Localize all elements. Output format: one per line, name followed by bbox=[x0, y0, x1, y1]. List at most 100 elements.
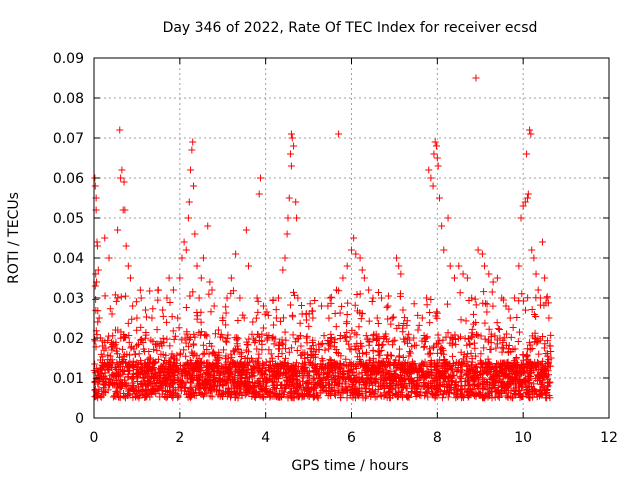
data-point bbox=[163, 335, 171, 343]
data-point bbox=[245, 262, 252, 270]
data-point bbox=[376, 382, 384, 390]
data-point bbox=[493, 319, 501, 327]
data-point bbox=[315, 371, 323, 379]
data-point bbox=[372, 366, 380, 374]
data-point bbox=[401, 376, 409, 384]
data-point bbox=[407, 388, 415, 396]
data-point bbox=[402, 367, 410, 375]
data-point bbox=[509, 323, 517, 331]
data-point bbox=[150, 345, 158, 353]
data-point bbox=[189, 374, 197, 382]
data-point bbox=[506, 314, 514, 322]
data-point bbox=[429, 344, 437, 352]
data-point bbox=[304, 371, 312, 379]
data-point bbox=[258, 346, 266, 354]
data-point bbox=[191, 350, 199, 358]
data-point bbox=[289, 313, 297, 321]
data-point bbox=[357, 315, 365, 323]
data-point bbox=[326, 342, 334, 350]
data-point bbox=[134, 340, 142, 348]
data-point bbox=[284, 214, 292, 222]
data-point bbox=[281, 328, 289, 336]
data-point bbox=[259, 380, 267, 388]
data-point bbox=[221, 363, 229, 371]
data-point bbox=[452, 340, 460, 348]
data-point bbox=[299, 365, 307, 373]
data-point bbox=[117, 334, 125, 342]
data-point bbox=[524, 190, 532, 198]
data-point bbox=[515, 387, 523, 395]
data-point bbox=[530, 367, 538, 375]
data-point bbox=[351, 301, 359, 309]
data-point bbox=[136, 286, 144, 294]
x-axis-title: GPS time / hours bbox=[291, 458, 408, 474]
data-point bbox=[91, 393, 99, 401]
data-point bbox=[415, 321, 423, 329]
data-point bbox=[110, 372, 118, 380]
data-point bbox=[293, 347, 301, 355]
data-point bbox=[369, 294, 377, 302]
data-point bbox=[180, 346, 188, 354]
data-point bbox=[446, 262, 454, 270]
data-point bbox=[396, 359, 404, 367]
data-point bbox=[305, 372, 313, 380]
data-point bbox=[533, 358, 541, 366]
data-point bbox=[211, 352, 219, 360]
data-point bbox=[265, 363, 273, 371]
data-point bbox=[246, 373, 254, 381]
data-point bbox=[108, 346, 116, 354]
data-point bbox=[245, 358, 253, 366]
data-point bbox=[405, 352, 413, 360]
data-point bbox=[478, 250, 486, 258]
data-point bbox=[157, 338, 165, 346]
data-point bbox=[395, 262, 403, 270]
data-point bbox=[471, 344, 479, 352]
data-point bbox=[532, 270, 540, 278]
data-point bbox=[434, 361, 442, 369]
data-point bbox=[244, 361, 252, 369]
data-point bbox=[287, 162, 295, 170]
data-point bbox=[256, 365, 264, 373]
data-point bbox=[342, 355, 350, 363]
data-point bbox=[153, 347, 161, 355]
data-point bbox=[275, 341, 283, 349]
data-point bbox=[149, 358, 157, 366]
data-point bbox=[109, 359, 117, 367]
data-point bbox=[295, 382, 303, 390]
data-point bbox=[327, 293, 335, 301]
data-point bbox=[503, 330, 511, 338]
data-point bbox=[159, 351, 167, 358]
data-point bbox=[332, 286, 340, 294]
data-point bbox=[94, 318, 102, 326]
data-point bbox=[493, 274, 501, 282]
data-point bbox=[343, 328, 351, 336]
data-point bbox=[354, 360, 362, 368]
data-point bbox=[541, 274, 549, 282]
data-point bbox=[436, 380, 444, 388]
data-point bbox=[532, 335, 540, 343]
data-point bbox=[168, 313, 176, 321]
data-point bbox=[462, 371, 470, 379]
data-point bbox=[227, 274, 235, 282]
data-point bbox=[207, 308, 215, 316]
data-point bbox=[439, 336, 447, 344]
data-point bbox=[336, 334, 344, 342]
data-point bbox=[129, 394, 137, 402]
data-point bbox=[251, 337, 259, 345]
data-point bbox=[399, 306, 407, 314]
data-point bbox=[465, 335, 473, 343]
data-point bbox=[203, 332, 211, 340]
data-point bbox=[233, 333, 241, 341]
data-point bbox=[488, 288, 496, 296]
data-point bbox=[220, 370, 228, 378]
data-point bbox=[384, 338, 392, 346]
data-point bbox=[498, 366, 506, 374]
data-point bbox=[417, 388, 425, 396]
data-point bbox=[528, 386, 536, 394]
data-point bbox=[513, 370, 521, 378]
data-point bbox=[149, 338, 157, 346]
data-point bbox=[295, 390, 303, 398]
data-point bbox=[365, 337, 373, 345]
data-point bbox=[498, 294, 506, 302]
